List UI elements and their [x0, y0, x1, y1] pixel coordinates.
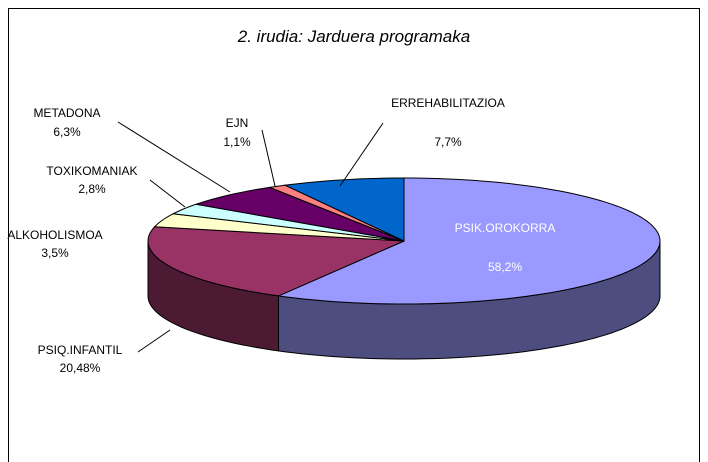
pie-slice: [153, 213, 405, 242]
slice-value-label: 2,8%: [78, 182, 106, 196]
slice-value-label: 6,3%: [53, 125, 81, 139]
slice-label: ALKOHOLISMOA: [7, 228, 103, 242]
leader-line: [149, 179, 186, 208]
slice-label: EJN: [225, 116, 249, 130]
slice-value-label: 3,5%: [41, 246, 69, 260]
pie-slice: [171, 203, 405, 242]
leader-line: [339, 122, 384, 187]
pie-slice: [147, 226, 405, 297]
slice-label: ERREHABILITAZIOA: [391, 96, 505, 110]
leader-line: [261, 129, 276, 187]
slice-label: TOXIKOMANIAK: [46, 164, 138, 178]
leader-line: [117, 121, 231, 193]
slice-value-label: 58,2%: [487, 260, 523, 274]
pie-slice: [283, 177, 405, 242]
slice-value-label: 1,1%: [223, 135, 251, 149]
chart-title: 2. irudia: Jarduera programaka: [237, 27, 471, 46]
slice-label: PSIK.OROKORRA: [454, 221, 556, 235]
slice-value-label: 7,7%: [434, 135, 462, 149]
pie-slice: [195, 186, 405, 242]
pie-slice: [276, 177, 661, 305]
slice-label: PSIQ.INFANTIL: [37, 343, 123, 357]
slice-label: METADONA: [33, 106, 101, 120]
leader-line: [137, 329, 171, 353]
slice-value-label: 20,48%: [59, 361, 101, 375]
